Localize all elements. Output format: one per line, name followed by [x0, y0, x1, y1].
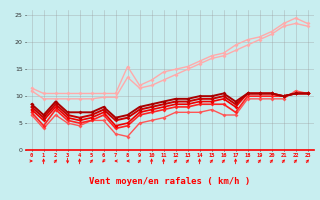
Text: Vent moyen/en rafales ( km/h ): Vent moyen/en rafales ( km/h )	[89, 178, 250, 186]
